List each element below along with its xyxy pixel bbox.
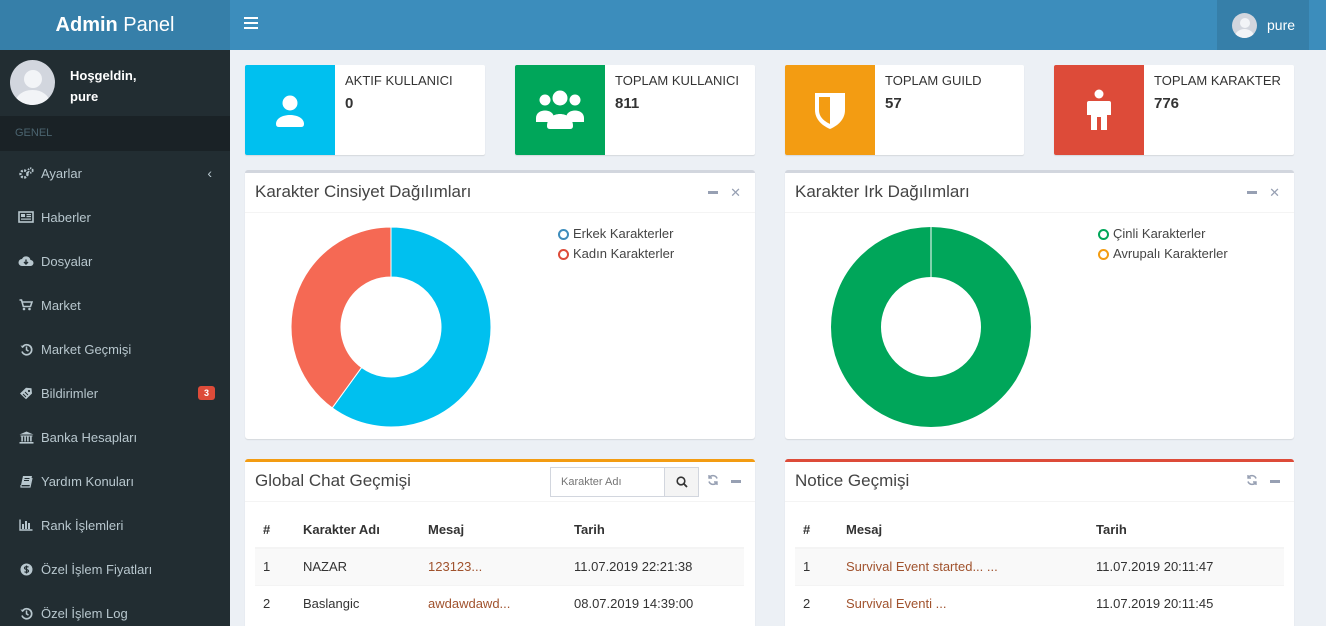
sidebar-item-rank-islemleri[interactable]: Rank İşlemleri	[0, 503, 230, 547]
user-panel: Hoşgeldin, pure	[0, 50, 230, 116]
app-logo[interactable]: Admin Panel	[0, 0, 230, 50]
notification-count-badge: 3	[197, 386, 215, 400]
box-title: Karakter Cinsiyet Dağılımları	[255, 182, 472, 201]
shield-icon	[785, 65, 875, 155]
stat-label: TOPLAM KULLANICI	[615, 73, 740, 88]
stat-value: 811	[615, 95, 640, 112]
welcome-text: Hoşgeldin,	[70, 68, 137, 83]
avatar	[10, 60, 55, 105]
table-row: 2 Baslangic awdawdawd... 08.07.2019 14:3…	[255, 584, 744, 622]
box-title: Karakter Irk Dağılımları	[795, 182, 970, 201]
stat-box-total-guilds: TOPLAM GUILD 57	[785, 65, 1024, 155]
stat-box-active-users: AKTIF KULLANICI 0	[245, 65, 485, 155]
gender-distribution-box: Karakter Cinsiyet Dağılımları ✕ Erkek Ka…	[245, 170, 755, 439]
coin-icon	[18, 562, 34, 576]
legend-item: Avrupalı Karakterler	[1098, 244, 1228, 264]
column-header: Mesaj	[838, 512, 1088, 549]
avatar	[1232, 12, 1257, 38]
sidebar-item-market[interactable]: Market	[0, 283, 230, 327]
column-header: Mesaj	[420, 512, 566, 549]
stat-label: AKTIF KULLANICI	[345, 73, 453, 88]
race-distribution-box: Karakter Irk Dağılımları ✕ Çinli Karakte…	[785, 170, 1294, 439]
book-icon	[18, 474, 34, 488]
menu-section-header: GENEL	[0, 116, 230, 151]
sidebar-item-ozel-islem-log[interactable]: Özel İşlem Log	[0, 591, 230, 626]
newspaper-icon	[18, 210, 34, 224]
person-icon	[1054, 65, 1144, 155]
character-search-input[interactable]	[551, 468, 664, 496]
slice-erkek-karakterler	[331, 226, 492, 428]
box-title: Notice Geçmişi	[795, 471, 910, 490]
cart-icon	[18, 298, 34, 312]
user-icon	[245, 65, 335, 155]
sidebar-user-name: pure	[70, 89, 99, 104]
stat-value: 57	[885, 95, 902, 112]
message-link[interactable]: 123123...	[420, 547, 566, 585]
column-header: Tarih	[566, 512, 744, 549]
column-header: #	[255, 512, 295, 549]
column-header: #	[795, 512, 838, 549]
refresh-icon[interactable]	[1246, 474, 1258, 489]
sidebar-toggle-icon[interactable]	[244, 17, 258, 29]
table-row: 1 Survival Event started... ... 11.07.20…	[795, 547, 1284, 585]
gears-icon	[18, 166, 34, 180]
message-link[interactable]: awdawdawd...	[420, 584, 566, 622]
search-icon	[675, 476, 688, 488]
notice-table: # Mesaj Tarih 1 Survival Event started..…	[795, 512, 1284, 622]
character-search	[550, 467, 699, 497]
bar-chart-icon	[18, 518, 34, 532]
stat-label: TOPLAM KARAKTER	[1154, 73, 1281, 88]
user-menu[interactable]: pure	[1217, 0, 1309, 50]
sidebar-item-bildirimler[interactable]: Bildirimler 3	[0, 371, 230, 415]
chart-legend: Erkek Karakterler Kadın Karakterler	[558, 224, 674, 264]
box-title: Global Chat Geçmişi	[255, 471, 411, 490]
column-header: Karakter Adı	[295, 512, 420, 549]
race-donut-chart	[831, 227, 1031, 427]
collapse-icon[interactable]	[1270, 480, 1280, 483]
sidebar-item-dosyalar[interactable]: Dosyalar	[0, 239, 230, 283]
close-icon[interactable]: ✕	[1269, 185, 1280, 200]
collapse-icon[interactable]	[1247, 191, 1258, 194]
search-button[interactable]	[664, 468, 698, 496]
sidebar: Hoşgeldin, pure GENEL Ayarlar ‹ Haberler…	[0, 50, 230, 626]
table-row: 2 Survival Eventi ... 11.07.2019 20:11:4…	[795, 584, 1284, 622]
close-icon[interactable]: ✕	[730, 185, 741, 200]
refresh-icon[interactable]	[707, 474, 719, 489]
column-header: Tarih	[1088, 512, 1284, 549]
notice-history-box: Notice Geçmişi # Mesaj Tarih 1 Survival …	[785, 459, 1294, 626]
bank-icon	[18, 430, 34, 444]
cloud-download-icon	[18, 254, 34, 268]
stat-value: 0	[345, 95, 354, 112]
chat-table: # Karakter Adı Mesaj Tarih 1 NAZAR 12312…	[255, 512, 744, 622]
stat-label: TOPLAM GUILD	[885, 73, 982, 88]
history-icon	[18, 342, 34, 356]
global-chat-box: Global Chat Geçmişi # Karakter Adı Mesaj…	[245, 459, 755, 626]
sidebar-item-ozel-islem-fiyatlari[interactable]: Özel İşlem Fiyatları	[0, 547, 230, 591]
users-icon	[515, 65, 605, 155]
stat-box-total-users: TOPLAM KULLANICI 811	[515, 65, 755, 155]
history-icon	[18, 606, 34, 620]
notice-link[interactable]: Survival Eventi ...	[838, 584, 1088, 622]
top-navbar: pure	[230, 0, 1326, 50]
legend-item: Çinli Karakterler	[1098, 224, 1228, 244]
sidebar-item-haberler[interactable]: Haberler	[0, 195, 230, 239]
tag-icon	[18, 386, 34, 400]
sidebar-item-yardim-konulari[interactable]: Yardım Konuları	[0, 459, 230, 503]
chart-legend: Çinli Karakterler Avrupalı Karakterler	[1098, 224, 1228, 264]
chevron-left-icon: ‹	[207, 165, 212, 181]
stat-box-total-characters: TOPLAM KARAKTER 776	[1054, 65, 1294, 155]
collapse-icon[interactable]	[731, 480, 741, 483]
notice-link[interactable]: Survival Event started... ...	[838, 547, 1088, 585]
legend-item: Erkek Karakterler	[558, 224, 674, 244]
table-row: 1 NAZAR 123123... 11.07.2019 22:21:38	[255, 547, 744, 585]
collapse-icon[interactable]	[708, 191, 719, 194]
legend-item: Kadın Karakterler	[558, 244, 674, 264]
sidebar-item-market-gecmisi[interactable]: Market Geçmişi	[0, 327, 230, 371]
sidebar-item-banka-hesaplari[interactable]: Banka Hesapları	[0, 415, 230, 459]
slice-kad-n-karakterler	[290, 226, 392, 409]
gender-donut-chart	[290, 226, 492, 428]
stat-value: 776	[1154, 95, 1180, 112]
sidebar-item-ayarlar[interactable]: Ayarlar ‹	[0, 151, 230, 195]
user-name: pure	[1267, 17, 1296, 33]
